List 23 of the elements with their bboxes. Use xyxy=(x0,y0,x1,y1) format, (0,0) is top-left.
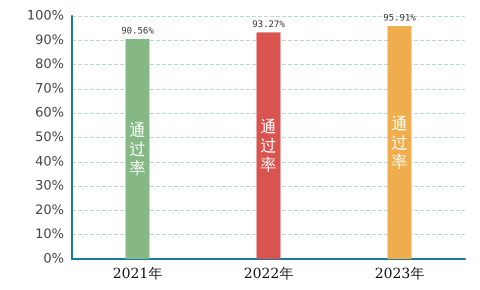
data-label: 90.56% xyxy=(121,26,154,36)
y-tick-label: 80% xyxy=(35,57,64,72)
data-label: 95.91% xyxy=(383,13,416,24)
y-tick-label: 30% xyxy=(35,178,64,194)
y-tick-label: 40% xyxy=(35,154,64,170)
x-tick-label: 2021年 xyxy=(112,266,162,282)
y-tick-label: 90% xyxy=(35,32,64,48)
y-tick-label: 100% xyxy=(26,8,64,24)
bar xyxy=(388,26,412,259)
text: 通过率 xyxy=(392,114,408,171)
y-tick-label: 10% xyxy=(35,227,64,242)
y-tick-label: 20% xyxy=(35,202,64,218)
text: 通过率 xyxy=(260,117,276,174)
y-tick-label: 50% xyxy=(35,130,64,145)
series-label: 通过率 xyxy=(130,120,146,178)
bar xyxy=(126,38,150,259)
data-label: 93.27% xyxy=(252,20,286,30)
y-tick-label: 0% xyxy=(43,252,64,266)
bar xyxy=(256,32,280,259)
x-tick-label: 2022年 xyxy=(244,266,294,282)
y-tick-label: 70% xyxy=(35,81,64,96)
y-tick-label: 60% xyxy=(35,106,64,121)
x-tick-label: 2023年 xyxy=(374,266,424,282)
